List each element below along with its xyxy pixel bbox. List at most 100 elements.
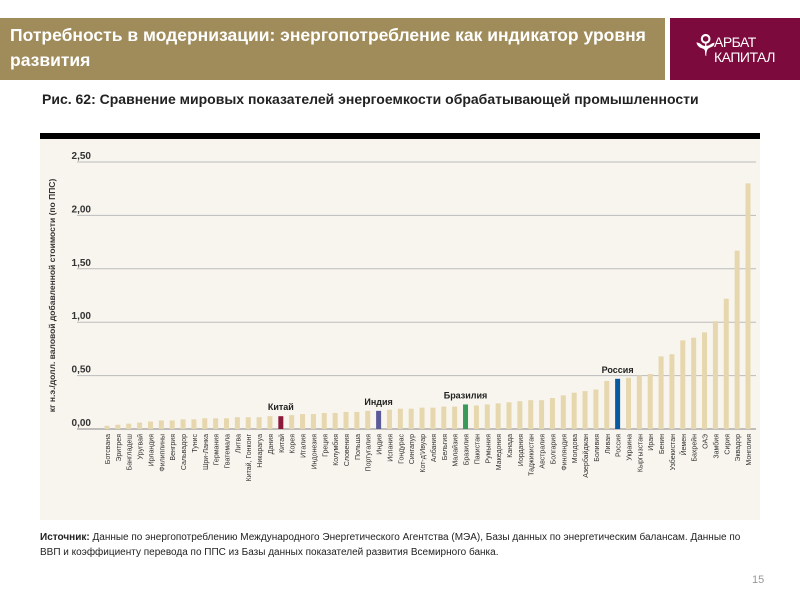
bar-Замбия (712, 321, 718, 429)
bar-Бахрейн (691, 337, 697, 429)
x-tick-label: ОАЭ (703, 434, 710, 449)
x-tick-label: Албания (430, 434, 438, 462)
bar-Бразилия (463, 404, 469, 429)
bar-Индонезия (310, 414, 316, 429)
x-tick-label: Дания (268, 434, 275, 454)
bar-Индия (376, 410, 382, 429)
x-tick-label: Бразилия (464, 434, 471, 465)
x-tick-label: Уругвай (137, 434, 145, 460)
x-tick-label: Филиппины (159, 434, 166, 472)
bar-Венгрия (169, 420, 175, 429)
bar-Австралия (539, 400, 545, 429)
x-tick-label: Корея (290, 434, 297, 454)
bar-Корея (289, 415, 295, 429)
arbat-capital-logo: ⚘ АРБАТ КАПИТАЛ (670, 18, 800, 80)
x-tick-label: Таджикистан (529, 434, 536, 476)
bar-Германия (213, 418, 219, 429)
x-tick-label: Сирия (724, 434, 731, 455)
bar-Болгария (549, 398, 555, 429)
x-tick-label: Боливия (594, 434, 601, 462)
bar-Македония (495, 403, 501, 429)
bar-Никарагуа (256, 417, 262, 429)
bar-Испания (386, 409, 392, 429)
highlight-label: Китай (268, 402, 294, 412)
bar-Шри-Ланка (202, 418, 208, 429)
x-tick-label: Эритрея (116, 434, 123, 462)
x-tick-label: Греция (322, 434, 329, 457)
page-number: 15 (752, 574, 765, 586)
x-tick-label: Иран (648, 434, 655, 451)
bar-Узбекистан (669, 354, 675, 429)
x-tick-label: Индонезия (311, 434, 318, 470)
x-tick-label: Йемен (679, 434, 688, 456)
bar-Китай (278, 416, 284, 429)
highlight-label: Индия (364, 397, 392, 407)
x-tick-label: Украина (626, 434, 633, 461)
source-label: Источник: (40, 532, 90, 543)
x-tick-label: Ирландия (148, 434, 155, 467)
x-tick-label: Китай, Гонконг (245, 434, 253, 482)
x-tick-label: Тунис (192, 434, 199, 453)
x-tick-label: Никарагуа (257, 434, 264, 468)
bar-Польша (354, 411, 360, 429)
bar-Таджикистан (528, 400, 534, 429)
bar-Кот-д'Ивуар (419, 407, 425, 429)
x-tick-label: Кот-д'Ивуар (420, 434, 427, 473)
bar-Финляндия (560, 395, 566, 429)
x-tick-label: Индия (377, 434, 384, 455)
bar-Греция (321, 412, 327, 429)
bar-Молдова (571, 392, 577, 429)
y-tick-label: 1,50 (72, 258, 92, 269)
x-tick-label: Ботсвана (105, 434, 112, 464)
x-tick-label: Сингапур (409, 434, 416, 464)
bar-ОАЭ (702, 332, 708, 429)
x-tick-label: Германия (214, 434, 221, 466)
bar-Ботсвана (104, 425, 110, 429)
x-tick-label: Сальвадор (181, 434, 188, 470)
bar-Албания (430, 407, 436, 429)
x-tick-label: Ливан (605, 434, 612, 454)
x-tick-label: Бельгия (442, 434, 449, 460)
figure-divider (40, 133, 760, 139)
bar-Дания (267, 416, 273, 429)
x-tick-label: Гватемала (225, 434, 232, 469)
x-tick-label: Замбия (712, 434, 720, 459)
bar-Словения (343, 411, 349, 429)
bar-Боливия (593, 389, 599, 429)
x-tick-label: Бенин (659, 434, 666, 454)
bar-Иран (647, 373, 653, 429)
x-tick-label: Словения (344, 434, 351, 466)
bar-Литва (234, 417, 240, 429)
x-tick-label: Австралия (540, 434, 547, 469)
y-tick-label: 2,00 (72, 204, 92, 215)
x-tick-label: Испания (387, 434, 394, 462)
x-tick-label: Бангладеш (127, 434, 134, 471)
source-text: Данные по энергопотреблению Международно… (40, 532, 741, 558)
x-tick-label: Китай (278, 434, 286, 453)
bar-Филиппины (158, 420, 164, 429)
x-tick-label: Эквадор (735, 434, 742, 462)
x-tick-label: Канада (507, 434, 514, 458)
bar-Азербайджан (582, 391, 588, 429)
bar-Румыния (484, 404, 490, 429)
bar-Кыргызстан (636, 375, 642, 429)
bar-Китай, Гонконг (245, 417, 251, 429)
highlight-label: Россия (602, 365, 634, 375)
bar-Пакистан (473, 405, 479, 429)
bar-Канада (506, 402, 512, 429)
x-tick-label: Польша (355, 434, 362, 460)
bar-Уругвай (137, 422, 143, 429)
bar-Колумбия (332, 412, 338, 429)
bar-Португалия (365, 410, 371, 429)
source-note: Источник: Данные по энергопотреблению Ме… (40, 530, 760, 560)
x-tick-label: Болгария (550, 434, 557, 465)
x-tick-label: Бахрейн (691, 434, 699, 462)
x-tick-label: Венгрия (170, 434, 177, 461)
bar-Гватемала (224, 418, 230, 429)
bar-Йемен (680, 340, 686, 429)
logo-line1: АРБАТ (714, 34, 756, 50)
slide-title: Потребность в модернизации: энергопотреб… (10, 25, 646, 70)
x-tick-label: Португалия (366, 434, 373, 472)
x-tick-label: Колумбия (332, 434, 340, 466)
bar-Сирия (723, 298, 729, 429)
